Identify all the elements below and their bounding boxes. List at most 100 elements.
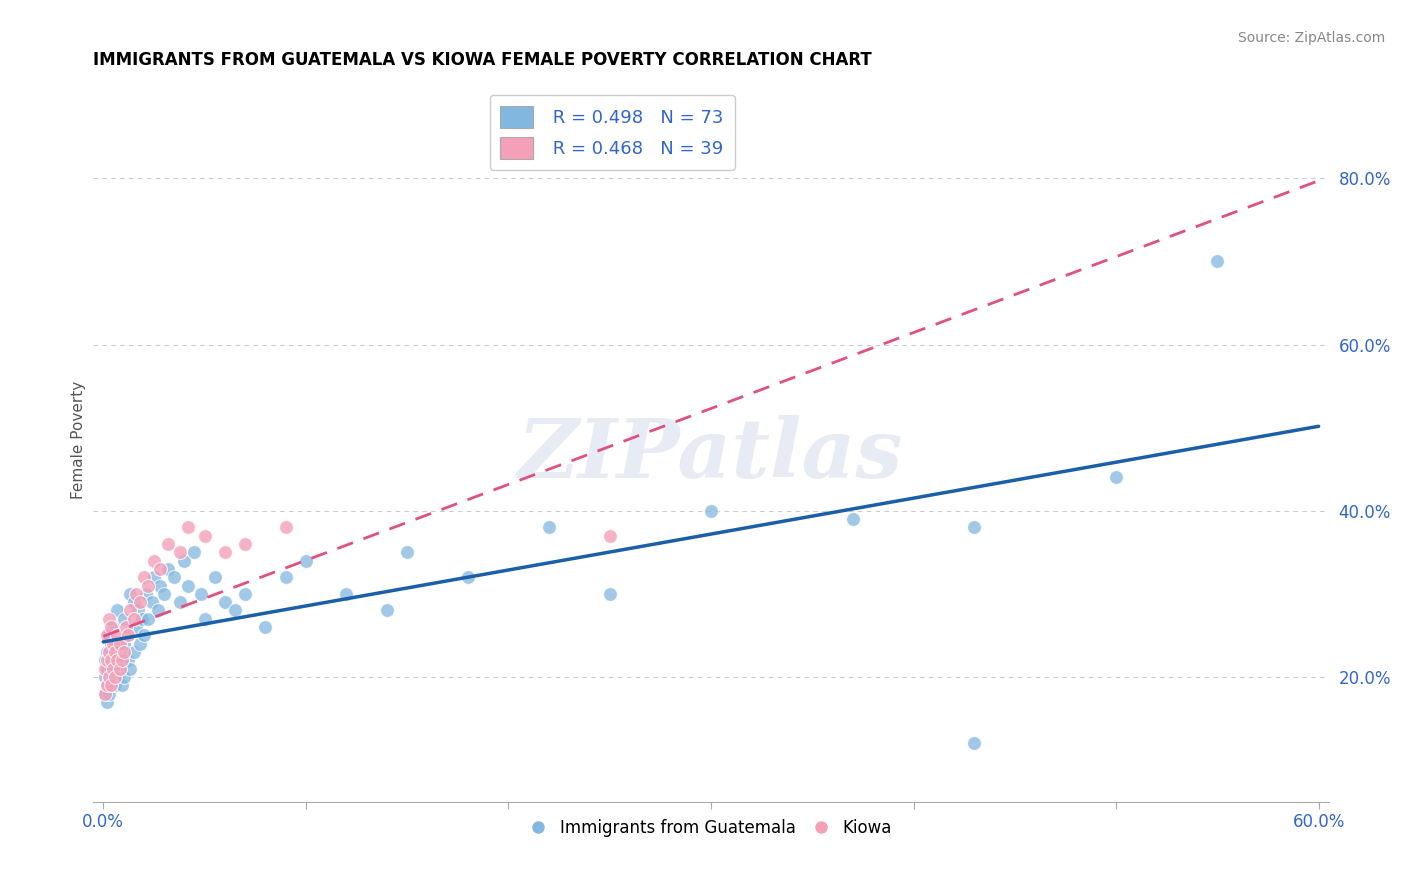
Text: Source: ZipAtlas.com: Source: ZipAtlas.com xyxy=(1237,31,1385,45)
Point xyxy=(163,570,186,584)
Point xyxy=(457,570,479,584)
Point xyxy=(842,512,865,526)
Point xyxy=(98,612,121,626)
Point xyxy=(122,645,145,659)
Point xyxy=(104,670,127,684)
Point xyxy=(135,587,157,601)
Point xyxy=(194,612,217,626)
Point xyxy=(169,595,191,609)
Point xyxy=(100,653,122,667)
Point xyxy=(94,670,117,684)
Point xyxy=(96,628,118,642)
Point xyxy=(94,687,117,701)
Point xyxy=(396,545,419,559)
Point xyxy=(190,587,212,601)
Point xyxy=(110,678,132,692)
Point xyxy=(1206,254,1229,268)
Point xyxy=(375,603,398,617)
Point xyxy=(103,653,125,667)
Point xyxy=(112,637,135,651)
Point xyxy=(110,653,132,667)
Point xyxy=(98,670,121,684)
Point xyxy=(103,637,125,651)
Point xyxy=(108,662,131,676)
Point xyxy=(103,620,125,634)
Point xyxy=(142,553,165,567)
Point xyxy=(128,637,150,651)
Point xyxy=(157,537,180,551)
Point xyxy=(98,670,121,684)
Point xyxy=(118,603,141,617)
Point xyxy=(183,545,205,559)
Point xyxy=(963,736,986,750)
Point xyxy=(94,653,117,667)
Point xyxy=(100,678,122,692)
Point xyxy=(117,653,139,667)
Point xyxy=(177,520,200,534)
Point xyxy=(125,587,148,601)
Point xyxy=(107,670,129,684)
Point xyxy=(274,570,297,584)
Y-axis label: Female Poverty: Female Poverty xyxy=(72,381,86,500)
Point xyxy=(107,653,129,667)
Point xyxy=(335,587,357,601)
Point xyxy=(233,587,256,601)
Text: ZIPatlas: ZIPatlas xyxy=(519,415,904,494)
Point xyxy=(254,620,277,634)
Point xyxy=(169,545,191,559)
Point xyxy=(107,653,129,667)
Point xyxy=(128,595,150,609)
Point xyxy=(94,687,117,701)
Point xyxy=(96,678,118,692)
Text: IMMIGRANTS FROM GUATEMALA VS KIOWA FEMALE POVERTY CORRELATION CHART: IMMIGRANTS FROM GUATEMALA VS KIOWA FEMAL… xyxy=(93,51,872,69)
Point xyxy=(122,595,145,609)
Point xyxy=(132,628,155,642)
Point xyxy=(98,645,121,659)
Point xyxy=(194,528,217,542)
Point xyxy=(149,578,172,592)
Point xyxy=(136,612,159,626)
Point xyxy=(141,595,163,609)
Point xyxy=(96,678,118,692)
Point xyxy=(599,587,621,601)
Point xyxy=(103,670,125,684)
Point xyxy=(122,612,145,626)
Point xyxy=(118,662,141,676)
Point xyxy=(131,612,153,626)
Point xyxy=(98,687,121,701)
Point xyxy=(537,520,560,534)
Point xyxy=(173,553,195,567)
Point xyxy=(104,645,127,659)
Point xyxy=(107,628,129,642)
Point xyxy=(118,587,141,601)
Point xyxy=(963,520,986,534)
Point xyxy=(96,662,118,676)
Point xyxy=(100,637,122,651)
Point xyxy=(114,620,136,634)
Point xyxy=(100,620,122,634)
Point xyxy=(108,645,131,659)
Point xyxy=(96,695,118,709)
Point xyxy=(100,678,122,692)
Point xyxy=(149,562,172,576)
Point xyxy=(125,620,148,634)
Point xyxy=(112,670,135,684)
Point xyxy=(96,645,118,659)
Point xyxy=(295,553,318,567)
Point xyxy=(214,545,236,559)
Point xyxy=(177,578,200,592)
Point xyxy=(274,520,297,534)
Point xyxy=(153,587,176,601)
Point xyxy=(204,570,226,584)
Point xyxy=(136,578,159,592)
Point xyxy=(100,662,122,676)
Point xyxy=(599,528,621,542)
Point xyxy=(224,603,246,617)
Point xyxy=(117,628,139,642)
Point xyxy=(103,662,125,676)
Point xyxy=(700,504,723,518)
Point xyxy=(112,645,135,659)
Point xyxy=(108,662,131,676)
Point xyxy=(108,637,131,651)
Point xyxy=(94,662,117,676)
